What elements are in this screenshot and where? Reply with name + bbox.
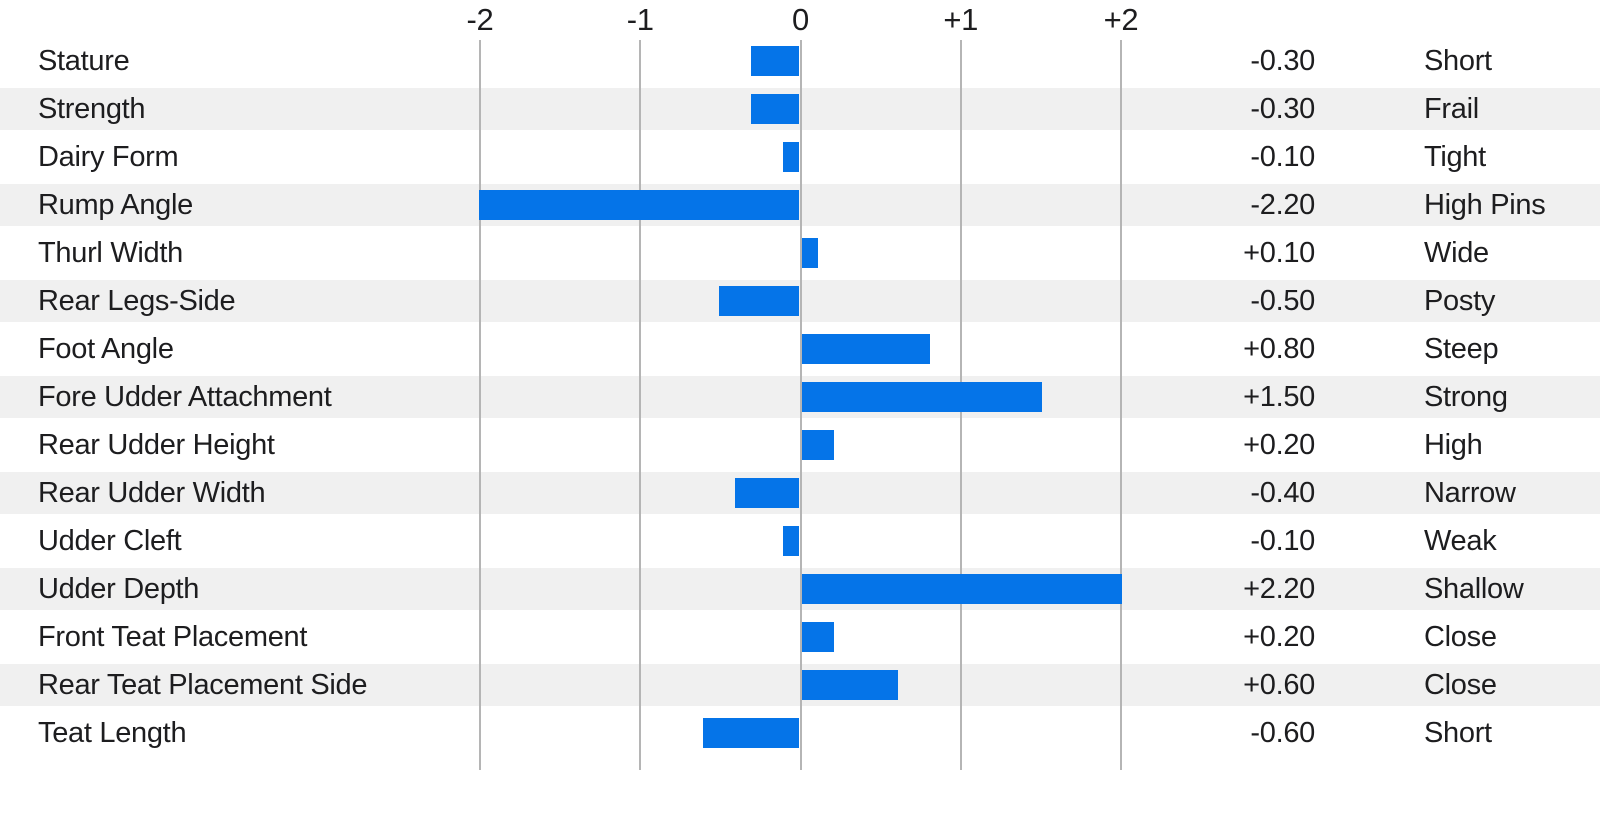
descriptor-label: Close — [1424, 621, 1497, 653]
descriptor-label: Tight — [1424, 141, 1486, 173]
value-label: -0.10 — [1250, 141, 1315, 173]
descriptor-label: High — [1424, 429, 1483, 461]
trait-label: Fore Udder Attachment — [38, 381, 332, 413]
x-axis-tick-label: 0 — [792, 2, 809, 37]
value-bar — [802, 382, 1043, 412]
value-bar — [802, 430, 835, 460]
descriptor-label: Wide — [1424, 237, 1489, 269]
value-label: +0.60 — [1243, 669, 1315, 701]
x-axis-tick-label: +1 — [943, 2, 979, 37]
trait-label: Teat Length — [38, 717, 187, 749]
descriptor-label: Close — [1424, 669, 1497, 701]
value-label: +0.20 — [1243, 429, 1315, 461]
trait-label: Rear Legs-Side — [38, 285, 236, 317]
x-axis-tick-label: -1 — [626, 2, 654, 37]
descriptor-label: Shallow — [1424, 573, 1524, 605]
trait-label: Dairy Form — [38, 141, 179, 173]
value-label: +0.20 — [1243, 621, 1315, 653]
trait-label: Rear Teat Placement Side — [38, 669, 368, 701]
trait-label: Rear Udder Width — [38, 477, 266, 509]
descriptor-label: Short — [1424, 45, 1492, 77]
value-label: -2.20 — [1250, 189, 1315, 221]
value-bar — [782, 526, 799, 556]
value-label: -0.50 — [1250, 285, 1315, 317]
value-bar — [802, 574, 1122, 604]
descriptor-label: Narrow — [1424, 477, 1516, 509]
descriptor-label: Steep — [1424, 333, 1499, 365]
value-bar — [750, 46, 799, 76]
descriptor-label: Short — [1424, 717, 1492, 749]
trait-label: Udder Cleft — [38, 525, 182, 557]
trait-label: Udder Depth — [38, 573, 200, 605]
x-gridline — [1120, 40, 1122, 770]
value-bar — [802, 334, 931, 364]
x-gridline — [799, 40, 802, 770]
value-bar — [750, 94, 799, 124]
value-label: -0.30 — [1250, 93, 1315, 125]
value-bar — [782, 142, 799, 172]
value-bar — [718, 286, 799, 316]
x-axis-tick-label: -2 — [466, 2, 494, 37]
trait-label: Stature — [38, 45, 130, 77]
x-gridline — [479, 40, 481, 770]
descriptor-label: Strong — [1424, 381, 1508, 413]
value-bar — [479, 190, 799, 220]
trait-label: Strength — [38, 93, 146, 125]
value-bar — [802, 238, 819, 268]
value-label: +0.10 — [1243, 237, 1315, 269]
x-gridline — [639, 40, 642, 770]
descriptor-label: Frail — [1424, 93, 1479, 125]
value-label: -0.10 — [1250, 525, 1315, 557]
trait-label: Foot Angle — [38, 333, 174, 365]
value-label: -0.30 — [1250, 45, 1315, 77]
value-label: -0.60 — [1250, 717, 1315, 749]
x-axis-tick-label: +2 — [1103, 2, 1139, 37]
value-label: -0.40 — [1250, 477, 1315, 509]
value-bar — [802, 622, 835, 652]
descriptor-label: Posty — [1424, 285, 1496, 317]
value-bar — [802, 670, 899, 700]
trait-label: Rear Udder Height — [38, 429, 275, 461]
value-label: +2.20 — [1243, 573, 1315, 605]
value-bar — [702, 718, 799, 748]
descriptor-label: Weak — [1424, 525, 1497, 557]
value-bar — [734, 478, 799, 508]
value-label: +0.80 — [1243, 333, 1315, 365]
trait-label: Rump Angle — [38, 189, 193, 221]
trait-label: Thurl Width — [38, 237, 183, 269]
value-label: +1.50 — [1243, 381, 1315, 413]
trait-label: Front Teat Placement — [38, 621, 308, 653]
descriptor-label: High Pins — [1424, 189, 1546, 221]
